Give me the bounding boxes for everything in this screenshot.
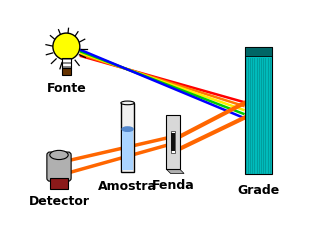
Ellipse shape [121, 101, 134, 105]
Text: Amostra: Amostra [98, 180, 157, 193]
Text: Fonte: Fonte [46, 82, 86, 95]
Bar [245, 47, 272, 174]
Bar [122, 129, 133, 170]
Text: Grade: Grade [237, 184, 279, 197]
Polygon shape [166, 169, 184, 173]
Bar [62, 64, 71, 66]
Circle shape [53, 33, 80, 60]
Bar [62, 68, 71, 75]
Bar [245, 47, 272, 56]
Bar [50, 178, 68, 189]
FancyBboxPatch shape [47, 152, 71, 181]
Text: Detector: Detector [29, 196, 89, 208]
Bar [62, 62, 71, 64]
Ellipse shape [50, 150, 68, 159]
Bar [171, 131, 175, 153]
Bar [121, 103, 134, 172]
Bar [62, 60, 71, 62]
Bar [62, 66, 71, 68]
Bar [62, 58, 71, 60]
Text: Fenda: Fenda [152, 179, 194, 192]
Ellipse shape [122, 127, 133, 131]
Bar [62, 58, 71, 68]
Bar [166, 115, 180, 169]
Bar [171, 133, 175, 151]
